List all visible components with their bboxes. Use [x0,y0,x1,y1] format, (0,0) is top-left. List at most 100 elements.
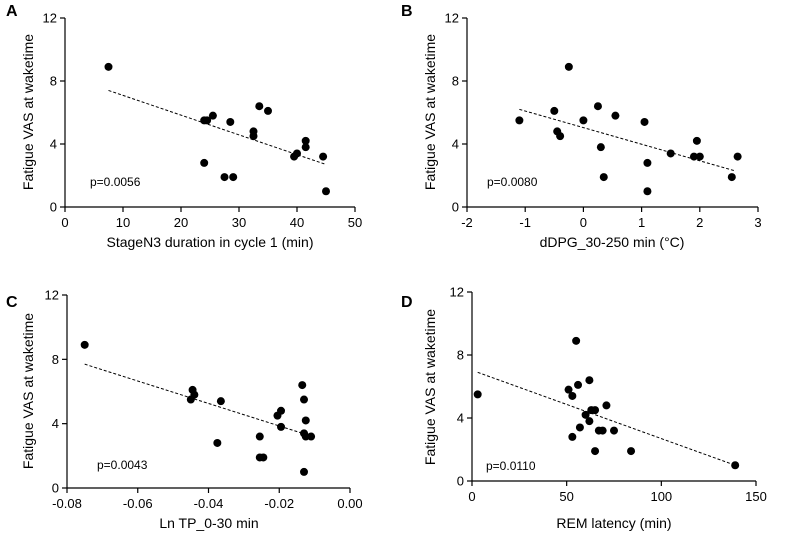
panel-b-data-point [550,106,559,115]
panel-a-x-tick-label: 0 [61,215,68,230]
panel-a-data-point [203,116,212,125]
panel-b-x-tick-label: -2 [461,215,473,230]
panel-c-data-point [298,381,307,390]
panel-c-p-value: p=0.0043 [97,458,148,472]
panel-b-data-point [666,149,675,158]
panel-c-data-point [190,390,199,399]
panel-d-data-point [568,391,577,400]
panel-d-data-point [627,447,636,456]
panel-a-y-axis-label: Fatigue VAS at waketime [20,34,36,190]
panel-c-x-tick-label: -0.08 [52,496,82,511]
panel-d-data-point [574,380,583,389]
panel-b-data-point [593,102,602,111]
panel-b-x-tick-label: 2 [696,215,703,230]
panel-c-x-tick-label: -0.04 [194,496,224,511]
panel-d-label: D [401,294,413,311]
panel-b-data-point [556,132,565,141]
panel-b-trend-line [519,108,735,172]
panel-d-data-point [731,461,740,470]
panel-d-y-tick-label: 8 [457,348,464,363]
panel-c-y-tick-label: 8 [52,352,59,367]
panel-b-p-value: p=0.0080 [487,175,538,189]
panel-d-y-tick-label: 12 [450,285,464,300]
panel-a-x-tick-label: 40 [290,215,304,230]
panel-b-data-point [692,136,701,145]
panel-a-data-point [264,106,272,115]
panel-d-data-point [610,426,618,435]
panel-d-data-point [473,390,482,399]
panel-b-y-axis-label: Fatigue VAS at waketime [422,34,438,190]
panel-a-data-point [200,158,209,167]
panel-c-y-tick-label: 4 [52,416,59,431]
panel-c-data-point [216,397,225,406]
panel-d-x-tick-label: 100 [650,489,672,504]
panel-a-data-point [229,173,238,182]
panel-a-label: A [6,3,18,20]
panel-c-data-point [255,432,264,441]
panel-b-x-axis-label: dDPG_30-250 min (°C) [540,234,685,250]
panel-c-data-point [307,432,316,441]
panel-a-data-point [255,102,264,111]
panel-a-data-point [301,136,310,145]
panel-a-data-point [319,152,328,161]
panel-b-data-point [599,173,608,182]
panel-d-p-value: p=0.0110 [486,459,536,473]
panel-c-x-tick-label: 0.00 [337,496,362,511]
panel-b-x-tick-label: 3 [754,215,761,230]
panel-a-y-tick-label: 4 [50,137,57,152]
panel-a-data-point [208,111,217,120]
panel-b-x-tick-label: 0 [580,215,587,230]
panel-d-data-point [585,376,594,385]
panel-a-y-tick-label: 0 [50,200,57,215]
panel-c-y-axis-label: Fatigue VAS at waketime [20,313,36,469]
panel-b-data-point [596,143,605,152]
panel-c-y-tick-label: 12 [45,288,59,303]
panel-a-data-point [293,149,301,158]
panel-a-data-point [249,132,258,141]
panel-d-x-axis-label: REM latency (min) [556,515,671,531]
panel-b-x-tick-label: -1 [519,215,531,230]
panel-b-y-tick-label: 4 [452,137,459,152]
panel-c-data-point [80,340,89,349]
panel-d-x-tick-label: 50 [559,489,573,504]
panel-a-x-tick-label: 30 [232,215,246,230]
panel-d-y-tick-label: 0 [457,474,464,489]
panel-a-data-point [301,143,310,152]
panel-b-y-tick-label: 0 [452,200,459,215]
panel-d-trend-line [477,371,736,466]
panel-d-x-tick-label: 150 [745,489,767,504]
panel-b-data-point [579,116,588,125]
panel-d-chart: 0 4 8 12 0 50 100 150 D Fatigue VAS at waketime RE… [401,285,767,532]
panel-b-data-point [643,187,652,196]
panel-c-data-point [277,422,286,431]
panel-b-data-point [695,152,704,161]
panel-b-y-tick-label: 8 [452,74,459,89]
panel-a-y-tick-label: 8 [50,74,57,89]
panel-c-x-tick-label: -0.06 [123,496,153,511]
panel-c-data-point [213,438,222,447]
panel-b-data-point [689,152,698,161]
panel-d-data-point [591,447,600,456]
panel-d-data-point [568,432,577,441]
panel-b-data-point [733,152,742,161]
panel-c-data-point [300,467,309,476]
panel-b-data-point [611,111,620,120]
panel-d-data-point [602,401,611,410]
panel-d-y-axis-label: Fatigue VAS at waketime [422,309,438,465]
panel-b-data-point [640,117,649,126]
panel-b-data-point [643,158,652,167]
panel-a-x-tick-label: 20 [174,215,188,230]
panel-c-x-axis-label: Ln TP_0-30 min [159,515,258,531]
panel-d-data-point [591,406,600,415]
panel-a-trend-line [108,89,327,165]
panel-b-label: B [401,3,413,20]
panel-c-label: C [6,294,18,311]
panel-a-data-point [104,62,113,71]
panel-b-data-point [564,62,573,71]
panel-c-data-point [300,395,309,404]
panel-b-x-tick-label: 1 [638,215,645,230]
panel-b-data-point [727,173,736,182]
